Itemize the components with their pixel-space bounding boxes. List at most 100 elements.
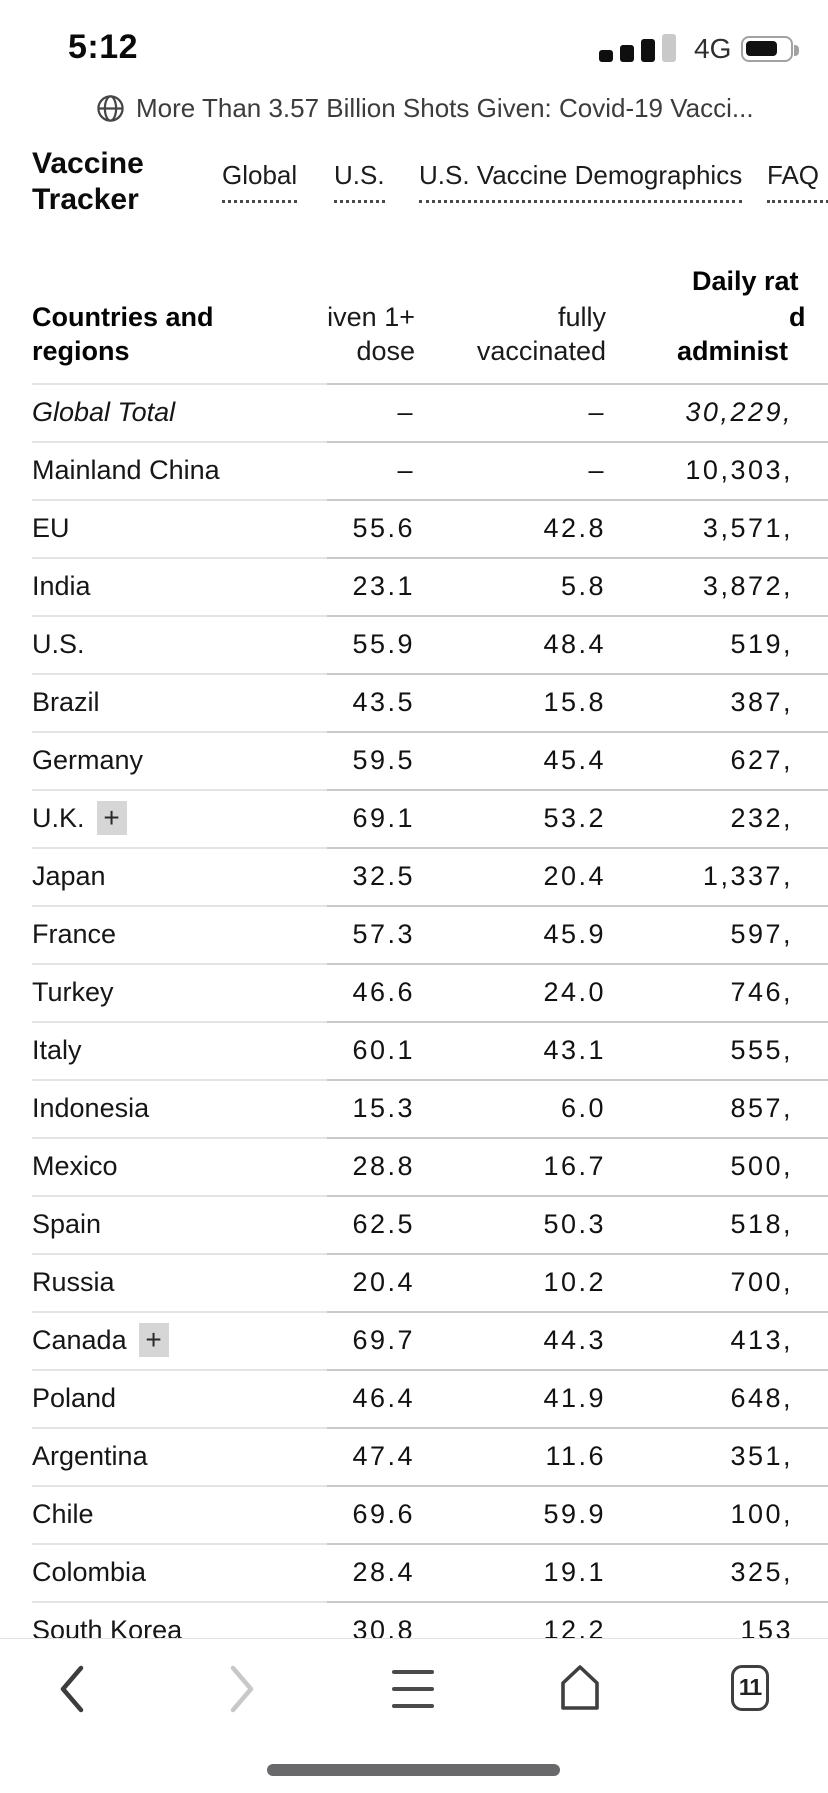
col-header-given-1plus-line2: dose: [356, 336, 415, 366]
country-name: Poland: [32, 1382, 117, 1413]
given-1plus-dose-value: 30.8: [352, 1614, 415, 1639]
forward-button[interactable]: [224, 1663, 260, 1715]
brand-title: Vaccine Tracker: [32, 146, 144, 218]
daily-rate-value: 518,: [730, 1208, 793, 1239]
tab-count: 11: [738, 1674, 762, 1700]
country-name: Germany: [32, 744, 144, 775]
table-row: France 57.3 45.9 597,: [0, 905, 828, 963]
site-header: Vaccine Tracker Global U.S. U.S. Vaccine…: [0, 140, 828, 220]
country-cell: U.K. +: [0, 801, 327, 835]
table-row: Spain 62.5 50.3 518,: [0, 1195, 828, 1253]
nav-link-us[interactable]: U.S.: [334, 160, 385, 203]
country-name: Spain: [32, 1208, 102, 1239]
table-header: Daily rat Countries and iven 1+ fully d …: [0, 0, 828, 383]
given-1plus-dose-value: –: [397, 454, 415, 485]
table-row: Chile 69.6 59.9 100,: [0, 1485, 828, 1543]
country-cell: France: [0, 919, 327, 950]
given-1plus-dose-value: 69.6: [352, 1498, 415, 1529]
country-name: Italy: [32, 1034, 82, 1065]
daily-rate-value: 519,: [730, 628, 793, 659]
table-row: Argentina 47.4 11.6 351,: [0, 1427, 828, 1485]
daily-rate-value: 597,: [730, 918, 793, 949]
table-row: EU 55.6 42.8 3,571,: [0, 499, 828, 557]
country-cell: EU: [0, 513, 327, 544]
clock: 5:12: [68, 28, 139, 66]
country-cell: Italy: [0, 1035, 327, 1066]
tabs-button[interactable]: 11: [731, 1665, 769, 1711]
given-1plus-dose-value: 55.6: [352, 512, 415, 543]
daily-rate-value: 746,: [730, 976, 793, 1007]
country-cell: Japan: [0, 861, 327, 892]
country-cell: Canada +: [0, 1323, 327, 1357]
home-indicator[interactable]: [267, 1764, 560, 1776]
fully-vaccinated-value: 42.8: [543, 512, 606, 543]
country-cell: Brazil: [0, 687, 327, 718]
daily-rate-value: 10,303,: [685, 454, 793, 485]
country-name: Argentina: [32, 1440, 148, 1471]
nav-link-us-vaccine-demographics[interactable]: U.S. Vaccine Demographics: [419, 160, 743, 203]
given-1plus-dose-value: 62.5: [352, 1208, 415, 1239]
daily-rate-value: 351,: [730, 1440, 793, 1471]
daily-rate-value: 325,: [730, 1556, 793, 1587]
daily-rate-value: 100,: [730, 1498, 793, 1529]
brand-line1: Vaccine: [32, 147, 144, 180]
country-name: Canada: [32, 1324, 127, 1355]
daily-rate-value: 700,: [730, 1266, 793, 1297]
daily-rate-value: 30,229,: [685, 396, 793, 427]
country-cell: Turkey: [0, 977, 327, 1008]
daily-rate-value: 1,337,: [702, 860, 793, 891]
daily-rate-value: 627,: [730, 744, 793, 775]
fully-vaccinated-value: 45.9: [543, 918, 606, 949]
nav-link-faq[interactable]: FAQ: [767, 160, 828, 203]
country-name: Russia: [32, 1266, 115, 1297]
nav-link-global[interactable]: Global: [222, 160, 298, 203]
fully-vaccinated-value: 59.9: [543, 1498, 606, 1529]
fully-vaccinated-value: 41.9: [543, 1382, 606, 1413]
country-cell: India: [0, 571, 327, 602]
country-cell: Poland: [0, 1383, 327, 1414]
fully-vaccinated-value: 15.8: [543, 686, 606, 717]
vaccine-table-body: Global Total – – 30,229, Mainland China …: [0, 383, 828, 1638]
country-cell: Russia: [0, 1267, 327, 1298]
col-header-fully-line2: vaccinated: [476, 336, 606, 366]
country-name: Mainland China: [32, 454, 220, 485]
expand-country-button[interactable]: +: [96, 801, 127, 835]
given-1plus-dose-value: 59.5: [352, 744, 415, 775]
given-1plus-dose-value: 15.3: [352, 1092, 415, 1123]
daily-rate-value: 857,: [730, 1092, 793, 1123]
back-button[interactable]: [54, 1663, 90, 1715]
browser-address-bar[interactable]: More Than 3.57 Billion Shots Given: Covi…: [0, 92, 828, 132]
expand-country-button[interactable]: +: [138, 1323, 169, 1357]
given-1plus-dose-value: 28.8: [352, 1150, 415, 1181]
home-button[interactable]: [559, 1664, 601, 1712]
given-1plus-dose-value: 46.6: [352, 976, 415, 1007]
fully-vaccinated-value: 43.1: [543, 1034, 606, 1065]
globe-icon: [97, 95, 124, 122]
given-1plus-dose-value: 69.1: [352, 802, 415, 833]
given-1plus-dose-value: 69.7: [352, 1324, 415, 1355]
country-name: Mexico: [32, 1150, 118, 1181]
status-bar: 5:12 4G: [0, 0, 828, 70]
given-1plus-dose-value: 55.9: [352, 628, 415, 659]
network-type-label: 4G: [694, 33, 732, 64]
col-header-countries-line1: Countries and: [32, 302, 214, 332]
battery-tip: [794, 45, 799, 56]
daily-rate-value: 648,: [730, 1382, 793, 1413]
daily-rate-value: 413,: [730, 1324, 793, 1355]
menu-icon[interactable]: [391, 1668, 435, 1710]
fully-vaccinated-value: 10.2: [543, 1266, 606, 1297]
given-1plus-dose-value: 43.5: [352, 686, 415, 717]
table-row: Mexico 28.8 16.7 500,: [0, 1137, 828, 1195]
table-row: Canada + 69.7 44.3 413,: [0, 1311, 828, 1369]
fully-vaccinated-value: 50.3: [543, 1208, 606, 1239]
cellular-signal-icon: [599, 34, 679, 62]
given-1plus-dose-value: 23.1: [352, 570, 415, 601]
country-cell: Mexico: [0, 1151, 327, 1182]
country-cell: Indonesia: [0, 1093, 327, 1124]
fully-vaccinated-value: 45.4: [543, 744, 606, 775]
given-1plus-dose-value: –: [397, 396, 415, 427]
fully-vaccinated-value: 11.6: [545, 1440, 606, 1471]
fully-vaccinated-value: 24.0: [543, 976, 606, 1007]
fully-vaccinated-value: 5.8: [560, 570, 606, 601]
country-cell: Chile: [0, 1499, 327, 1530]
